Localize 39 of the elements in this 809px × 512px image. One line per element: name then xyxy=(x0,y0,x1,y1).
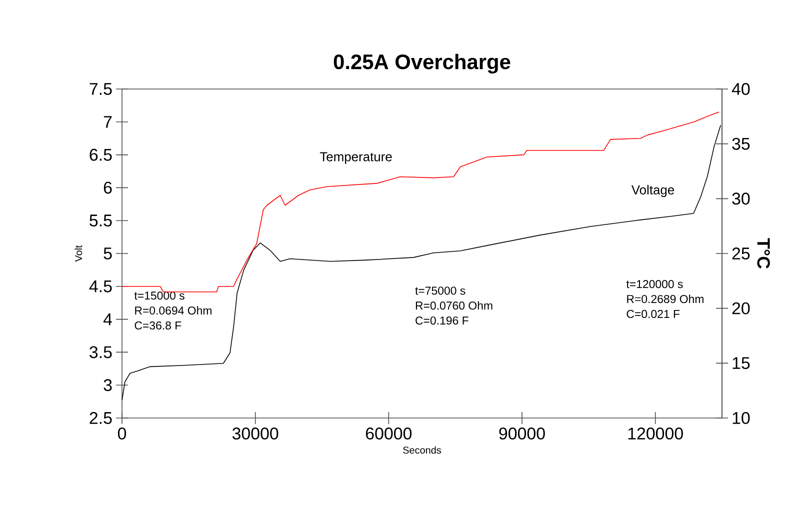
x-tick-label: 0 xyxy=(118,428,126,440)
annotation: R=0.0694 Ohm xyxy=(135,306,212,315)
annotation: C=36.8 F xyxy=(134,321,182,330)
annotation: t=15000 s xyxy=(134,292,184,300)
y2-tick-label: 35 xyxy=(732,138,750,150)
x-axis-title: Seconds xyxy=(403,446,442,454)
y2-tick-label: 10 xyxy=(732,412,750,424)
y-tick-label: 6.5 xyxy=(90,148,112,161)
line-series xyxy=(122,124,722,401)
y-tick-label: 2.5 xyxy=(90,412,112,424)
chart-title: 0.25A Overcharge xyxy=(334,54,510,74)
x-tick-label: 30000 xyxy=(232,428,278,440)
y-tick-label: 5.5 xyxy=(90,214,112,227)
y-tick-label: 4.5 xyxy=(89,280,112,292)
y2-tick-label: 25 xyxy=(732,248,750,260)
series-label: Temperature xyxy=(320,152,392,164)
series-label: Voltage xyxy=(631,184,674,198)
annotation: R=0.2689 Ohm xyxy=(627,294,704,304)
annotation: C=0.196 F xyxy=(416,316,468,325)
y-tick-label: 3.5 xyxy=(90,346,112,358)
annotation: t=75000 s xyxy=(415,286,466,295)
y2-tick-label: 30 xyxy=(732,192,750,205)
y-tick-label: 4 xyxy=(103,313,112,326)
x-tick-label: 120000 xyxy=(628,428,683,440)
annotation: C=0.021 F xyxy=(626,310,680,318)
y2-tick-label: 40 xyxy=(732,83,750,95)
y-tick-label: 7 xyxy=(104,116,112,128)
annotation: t=120000 s xyxy=(626,280,683,288)
y-tick-label: 5 xyxy=(104,248,112,260)
x-tick-label: 60000 xyxy=(366,428,412,440)
y-tick-label: 6 xyxy=(104,182,112,194)
y-tick-label: 7.5 xyxy=(90,83,112,95)
x-tick-label: 90000 xyxy=(499,428,545,440)
y2-axis-title: T°C xyxy=(757,238,770,269)
y2-tick-label: 15 xyxy=(732,357,750,370)
annotation: R=0.0760 Ohm xyxy=(416,301,492,310)
y-axis-title: Volt xyxy=(74,245,82,262)
y2-tick-label: 20 xyxy=(732,302,750,314)
y-tick-label: 3 xyxy=(104,379,112,392)
